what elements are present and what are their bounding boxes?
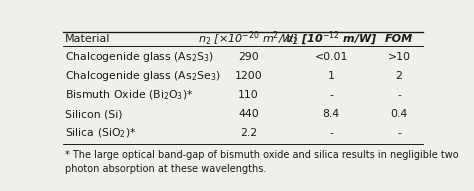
Text: >10: >10 xyxy=(388,52,410,62)
Text: Silicon (Si): Silicon (Si) xyxy=(65,109,122,119)
Text: $n_2$ [×10$^{-20}$ m$^2$/W]: $n_2$ [×10$^{-20}$ m$^2$/W] xyxy=(198,30,299,48)
Text: $\alpha_2$ [10$^{-12}$ m/W]: $\alpha_2$ [10$^{-12}$ m/W] xyxy=(285,30,377,48)
Text: 1: 1 xyxy=(328,71,335,81)
Text: 110: 110 xyxy=(238,90,259,100)
Text: Chalcogenide glass (As$_2$S$_3$): Chalcogenide glass (As$_2$S$_3$) xyxy=(65,50,213,64)
Text: * The large optical band-gap of bismuth oxide and silica results in negligible t: * The large optical band-gap of bismuth … xyxy=(65,150,458,174)
Text: 1200: 1200 xyxy=(235,71,262,81)
Text: 440: 440 xyxy=(238,109,259,119)
Text: 8.4: 8.4 xyxy=(322,109,340,119)
Text: -: - xyxy=(397,90,401,100)
Text: 290: 290 xyxy=(238,52,259,62)
Text: 2.2: 2.2 xyxy=(240,128,257,138)
Text: FOM: FOM xyxy=(385,34,413,44)
Text: <0.01: <0.01 xyxy=(314,52,348,62)
Text: Silica (SiO$_2$)*: Silica (SiO$_2$)* xyxy=(65,127,136,140)
Text: 2: 2 xyxy=(396,71,402,81)
Text: Chalcogenide glass (As$_2$Se$_3$): Chalcogenide glass (As$_2$Se$_3$) xyxy=(65,69,220,83)
Text: -: - xyxy=(329,90,333,100)
Text: Bismuth Oxide (Bi$_2$O$_3$)*: Bismuth Oxide (Bi$_2$O$_3$)* xyxy=(65,88,193,102)
Text: -: - xyxy=(329,128,333,138)
Text: Material: Material xyxy=(65,34,110,44)
Text: 0.4: 0.4 xyxy=(391,109,408,119)
Text: -: - xyxy=(397,128,401,138)
